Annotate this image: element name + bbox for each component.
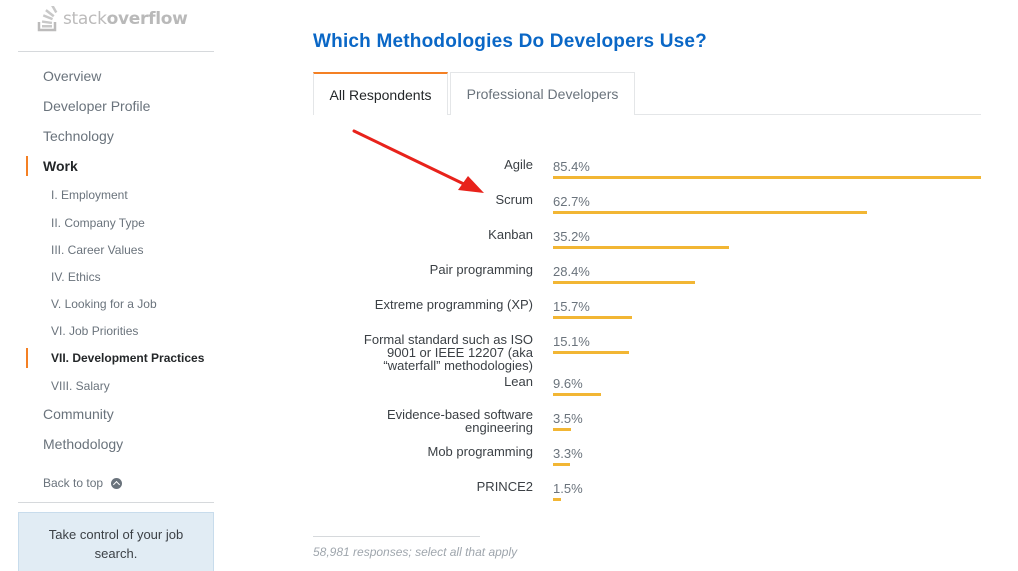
bar-value-label: 28.4% (553, 264, 590, 279)
sidebar-item-overview[interactable]: Overview (43, 68, 102, 84)
sidebar-divider-bottom (18, 502, 214, 503)
bar-category-label: Scrum (495, 192, 533, 207)
bar-category-label: Extreme programming (XP) (374, 297, 533, 312)
bar-category-label: Pair programming (429, 262, 533, 277)
bar-value-label: 3.3% (553, 446, 583, 461)
sidebar-subitem-salary[interactable]: VIII. Salary (51, 379, 110, 393)
stack-logo-icon (37, 6, 58, 32)
bar-value-label: 3.5% (553, 411, 583, 426)
bar (553, 211, 867, 214)
bar-category-label: Mob programming (427, 444, 534, 459)
footnote-divider (313, 536, 480, 537)
sidebar-subitem-looking-for-job[interactable]: V. Looking for a Job (51, 297, 157, 311)
bar (553, 281, 695, 284)
sidebar-item-technology[interactable]: Technology (43, 128, 114, 144)
logo-text-bold: overflow (106, 9, 188, 29)
sidebar-item-developer-profile[interactable]: Developer Profile (43, 98, 151, 114)
bar-category-label: Lean (504, 374, 533, 389)
sidebar-subitem-development-practices[interactable]: VII. Development Practices (51, 351, 205, 365)
tab-all-respondents[interactable]: All Respondents (313, 72, 448, 115)
tab-label: Professional Developers (466, 86, 619, 102)
bar-value-label: 1.5% (553, 481, 583, 496)
sidebar-subitem-company-type[interactable]: II. Company Type (51, 216, 145, 230)
bar-value-label: 15.7% (553, 299, 590, 314)
tabs-divider (313, 114, 981, 115)
tab-label: All Respondents (329, 86, 432, 103)
tab-professional-developers[interactable]: Professional Developers (450, 72, 635, 115)
active-section-indicator (26, 156, 28, 176)
job-search-promo[interactable]: Take control of your job search. (18, 512, 214, 571)
back-to-top-label: Back to top (43, 476, 104, 490)
bar (553, 316, 632, 319)
bar-value-label: 15.1% (553, 334, 590, 349)
sidebar-subitem-career-values[interactable]: III. Career Values (51, 243, 144, 257)
bar-category-label: Kanban (488, 227, 533, 242)
sidebar-item-methodology[interactable]: Methodology (43, 436, 124, 452)
bar-category-label: Evidence-based software engineering (387, 407, 533, 435)
bar (553, 498, 561, 501)
promo-text: Take control of your job search. (48, 527, 184, 561)
bar (553, 393, 601, 396)
sidebar-subitem-employment[interactable]: I. Employment (51, 188, 128, 202)
page-title: Which Methodologies Do Developers Use? (313, 31, 707, 52)
back-to-top-link[interactable]: Back to top (43, 476, 123, 490)
sidebar-subitem-ethics[interactable]: IV. Ethics (51, 270, 101, 284)
logo-text-light: stack (63, 9, 107, 29)
bar (553, 246, 729, 249)
bar (553, 463, 570, 466)
sidebar-item-community[interactable]: Community (43, 406, 114, 422)
bar-value-label: 9.6% (553, 376, 583, 391)
bar-value-label: 85.4% (553, 159, 590, 174)
sidebar-subitem-job-priorities[interactable]: VI. Job Priorities (51, 324, 139, 338)
responses-footnote: 58,981 responses; select all that apply (313, 545, 518, 559)
chevron-up-icon (111, 477, 123, 489)
bar-category-label: Agile (504, 157, 533, 172)
bar (553, 176, 981, 179)
sidebar-divider (18, 51, 214, 52)
bar (553, 428, 571, 431)
bar-value-label: 62.7% (553, 194, 590, 209)
bar-category-label: Formal standard such as ISO 9001 or IEEE… (363, 332, 533, 373)
bar (553, 351, 629, 354)
bar-category-label: PRINCE2 (476, 479, 533, 494)
red-arrow-annotation (352, 129, 484, 193)
bar-value-label: 35.2% (553, 229, 590, 244)
sidebar-item-work[interactable]: Work (43, 158, 78, 174)
stackoverflow-logo[interactable]: stackoverflow (37, 5, 188, 33)
active-subsection-indicator (26, 348, 28, 368)
